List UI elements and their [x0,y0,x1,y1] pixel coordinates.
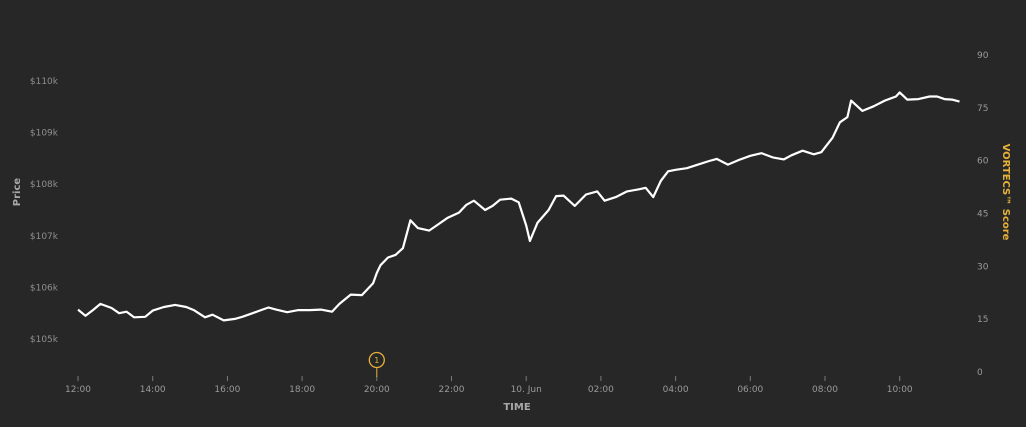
x-tick-label: 08:00 [812,385,838,395]
right-tick-label: 30 [977,262,989,272]
x-tick-label: 04:00 [663,385,689,395]
x-axis-title: TIME [503,402,530,413]
x-tick-label: 12:00 [65,385,91,395]
left-axis-ticks: $105k $106k $107k $108k $109k $110k [30,77,59,345]
event-annotation-marker[interactable] [368,351,385,369]
x-tick-label: 16:00 [214,385,240,395]
left-axis-title: Price [12,178,23,207]
right-tick-label: 0 [977,368,983,378]
right-tick-label: 60 [977,157,989,167]
right-axis-ticks: 0 15 30 45 60 75 90 [977,51,989,378]
left-tick-label: $107k [30,232,59,242]
right-axis-title: VORTECS™ Score [1000,144,1011,241]
x-tick-label: 20:00 [364,385,390,395]
left-tick-label: $108k [30,180,59,190]
x-tick-label: 22:00 [439,385,465,395]
right-tick-label: 90 [977,51,989,61]
x-tick-label: 10. Jun [511,385,542,395]
event-annotation-label: 1 [374,356,379,365]
x-tick-label: 10:00 [887,385,913,395]
left-tick-label: $109k [30,129,59,139]
left-tick-label: $106k [30,283,59,293]
series-group [77,91,960,322]
left-tick-label: $105k [30,335,59,345]
x-tick-label: 14:00 [140,385,166,395]
x-tick-label: 18:00 [289,385,315,395]
right-tick-label: 75 [977,104,988,114]
x-tick-label: 06:00 [737,385,763,395]
left-tick-label: $110k [30,77,59,87]
price-series-line [77,91,960,322]
x-axis-ticks: 12:00 14:00 16:00 18:00 20:00 22:00 10. Jun 02:… [65,376,913,395]
right-tick-label: 15 [977,315,988,325]
x-tick-label: 02:00 [588,385,614,395]
event-annotation[interactable]: 1 [368,351,385,378]
right-tick-label: 45 [977,210,988,220]
